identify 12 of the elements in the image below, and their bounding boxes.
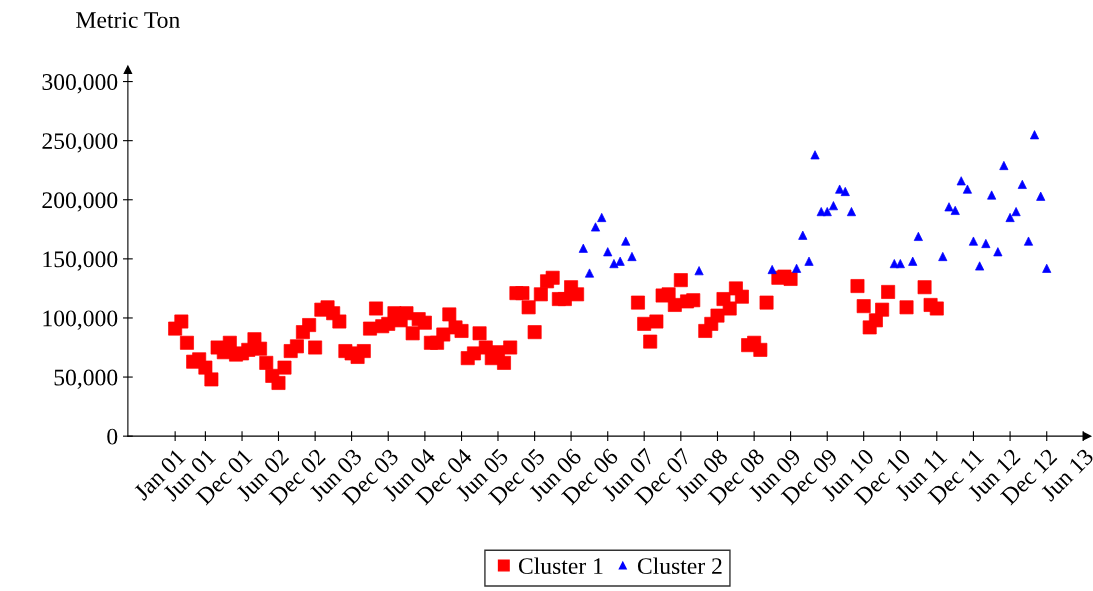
- y-tick-label: 250,000: [42, 133, 118, 153]
- point: [1005, 212, 1015, 222]
- y-tick-label: 50,000: [54, 369, 118, 389]
- y-tick-label: 100,000: [43, 310, 118, 330]
- legend-label: Cluster 1: [518, 557, 603, 575]
- y-tick-label: 0: [107, 428, 118, 445]
- y-tick-label: 200,000: [42, 192, 118, 212]
- y-tick-label: 300,000: [42, 74, 118, 94]
- point: [627, 251, 637, 262]
- y-tick-label: 150,000: [43, 251, 118, 271]
- legend-label: Cluster 2: [637, 557, 722, 575]
- y-axis-title: Metric Ton: [76, 12, 180, 29]
